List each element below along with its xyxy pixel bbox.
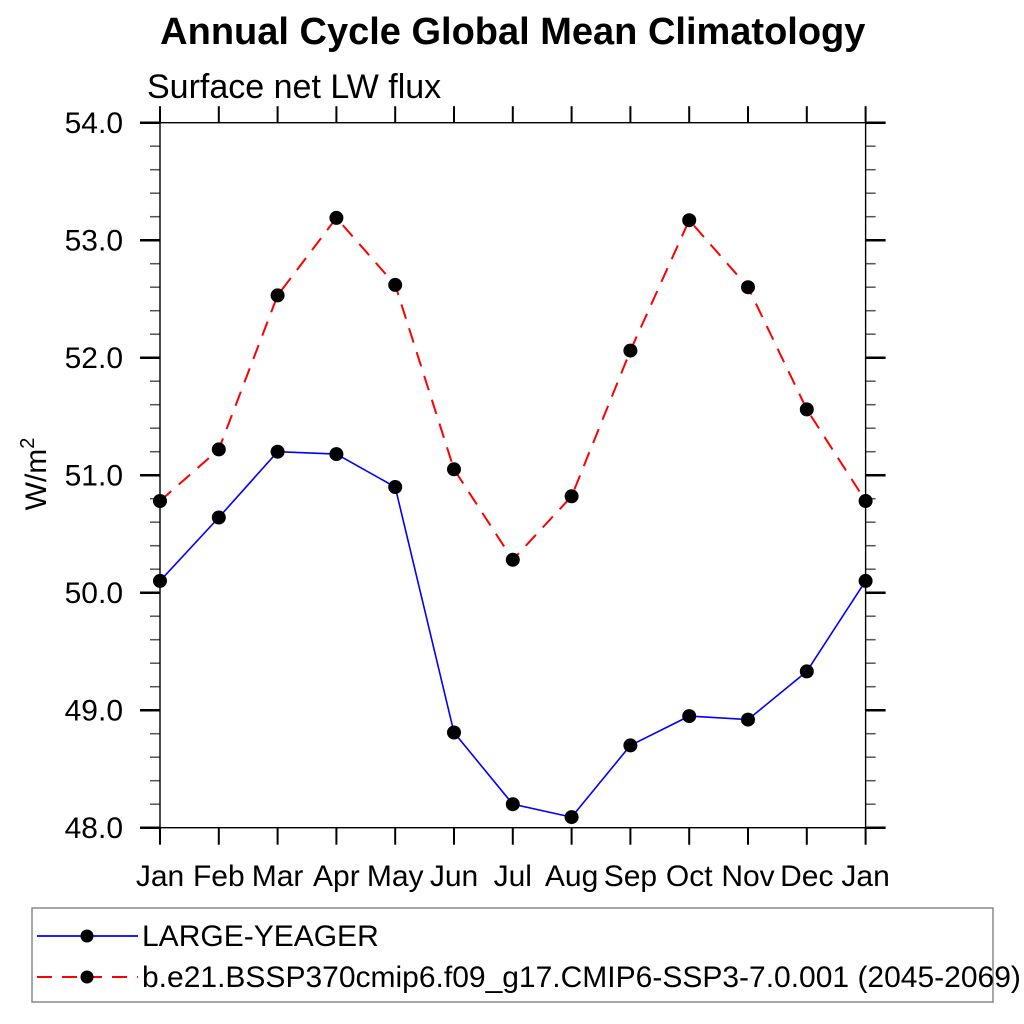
x-tick-label: Jun [430, 860, 478, 893]
data-point [211, 442, 226, 457]
x-tick-label: Apr [313, 860, 360, 893]
data-point [799, 402, 814, 417]
data-point [329, 210, 344, 225]
legend-entry-cmip6: b.e21.BSSP370cmip6.f09_g17.CMIP6-SSP3-7.… [37, 961, 1021, 994]
data-point [153, 494, 167, 508]
axis-ticks: 48.0 49.0 50.0 51.0 52.0 53.0 54.0 Jan Feb Mar Apr… [65, 106, 890, 893]
data-point [623, 343, 638, 358]
x-tick-label: Aug [545, 860, 598, 893]
data-point [623, 738, 638, 753]
data-point [682, 709, 697, 724]
x-tick-label: Feb [193, 860, 245, 893]
data-point [388, 277, 403, 292]
plot-frame [159, 121, 867, 829]
y-axis-label: W/m2 [17, 438, 53, 511]
legend-box [31, 907, 994, 1003]
data-point [564, 810, 579, 825]
data-point [741, 280, 755, 295]
x-tick-label: Nov [721, 860, 774, 893]
x-tick-label: May [367, 860, 424, 893]
x-tick-label: Dec [780, 860, 833, 893]
y-tick-label: 52.0 [65, 342, 123, 375]
data-point [505, 552, 520, 567]
legend-marker-icon [80, 970, 94, 984]
data-point [741, 712, 755, 727]
x-tick-label: Jul [494, 860, 532, 893]
x-tick-label: Jan [136, 860, 184, 893]
y-tick-label: 54.0 [65, 107, 123, 140]
data-point [564, 489, 579, 504]
series-line-1 [159, 216, 867, 562]
y-tick-label: 51.0 [65, 460, 123, 493]
data-point [388, 480, 403, 494]
legend-label: b.e21.BSSP370cmip6.f09_g17.CMIP6-SSP3-7.… [142, 961, 1021, 994]
data-point [447, 462, 461, 477]
legend-entry-large-yeager: LARGE-YEAGER [37, 920, 379, 953]
data-point [858, 494, 873, 508]
data-point [682, 213, 697, 228]
x-tick-label: Oct [666, 860, 713, 893]
legend-marker-icon [80, 929, 94, 943]
data-point [153, 573, 167, 588]
y-axis-label-base: W/m [20, 449, 53, 511]
data-point [329, 447, 344, 462]
data-point [270, 444, 285, 459]
x-tick-label: Mar [252, 860, 304, 893]
y-axis-label-exponent: 2 [17, 438, 39, 449]
x-tick-label: Jan [841, 860, 889, 893]
data-point [447, 725, 461, 740]
legend: LARGE-YEAGER b.e21.BSSP370cmip6.f09_g17.… [31, 907, 1021, 1003]
y-tick-label: 50.0 [65, 577, 123, 610]
data-point [270, 288, 285, 303]
series-line-0 [159, 450, 867, 818]
x-tick-label: Sep [604, 860, 657, 893]
chart-title: Annual Cycle Global Mean Climatology [160, 11, 865, 53]
chart-subtitle: Surface net LW flux [147, 68, 441, 106]
legend-label: LARGE-YEAGER [142, 920, 379, 953]
data-point [505, 797, 520, 812]
data-point [858, 573, 873, 588]
y-tick-label: 48.0 [65, 812, 123, 845]
y-tick-label: 53.0 [65, 225, 123, 258]
data-point [799, 664, 814, 679]
y-tick-label: 49.0 [65, 695, 123, 728]
data-series [153, 210, 873, 825]
data-point [211, 510, 226, 525]
